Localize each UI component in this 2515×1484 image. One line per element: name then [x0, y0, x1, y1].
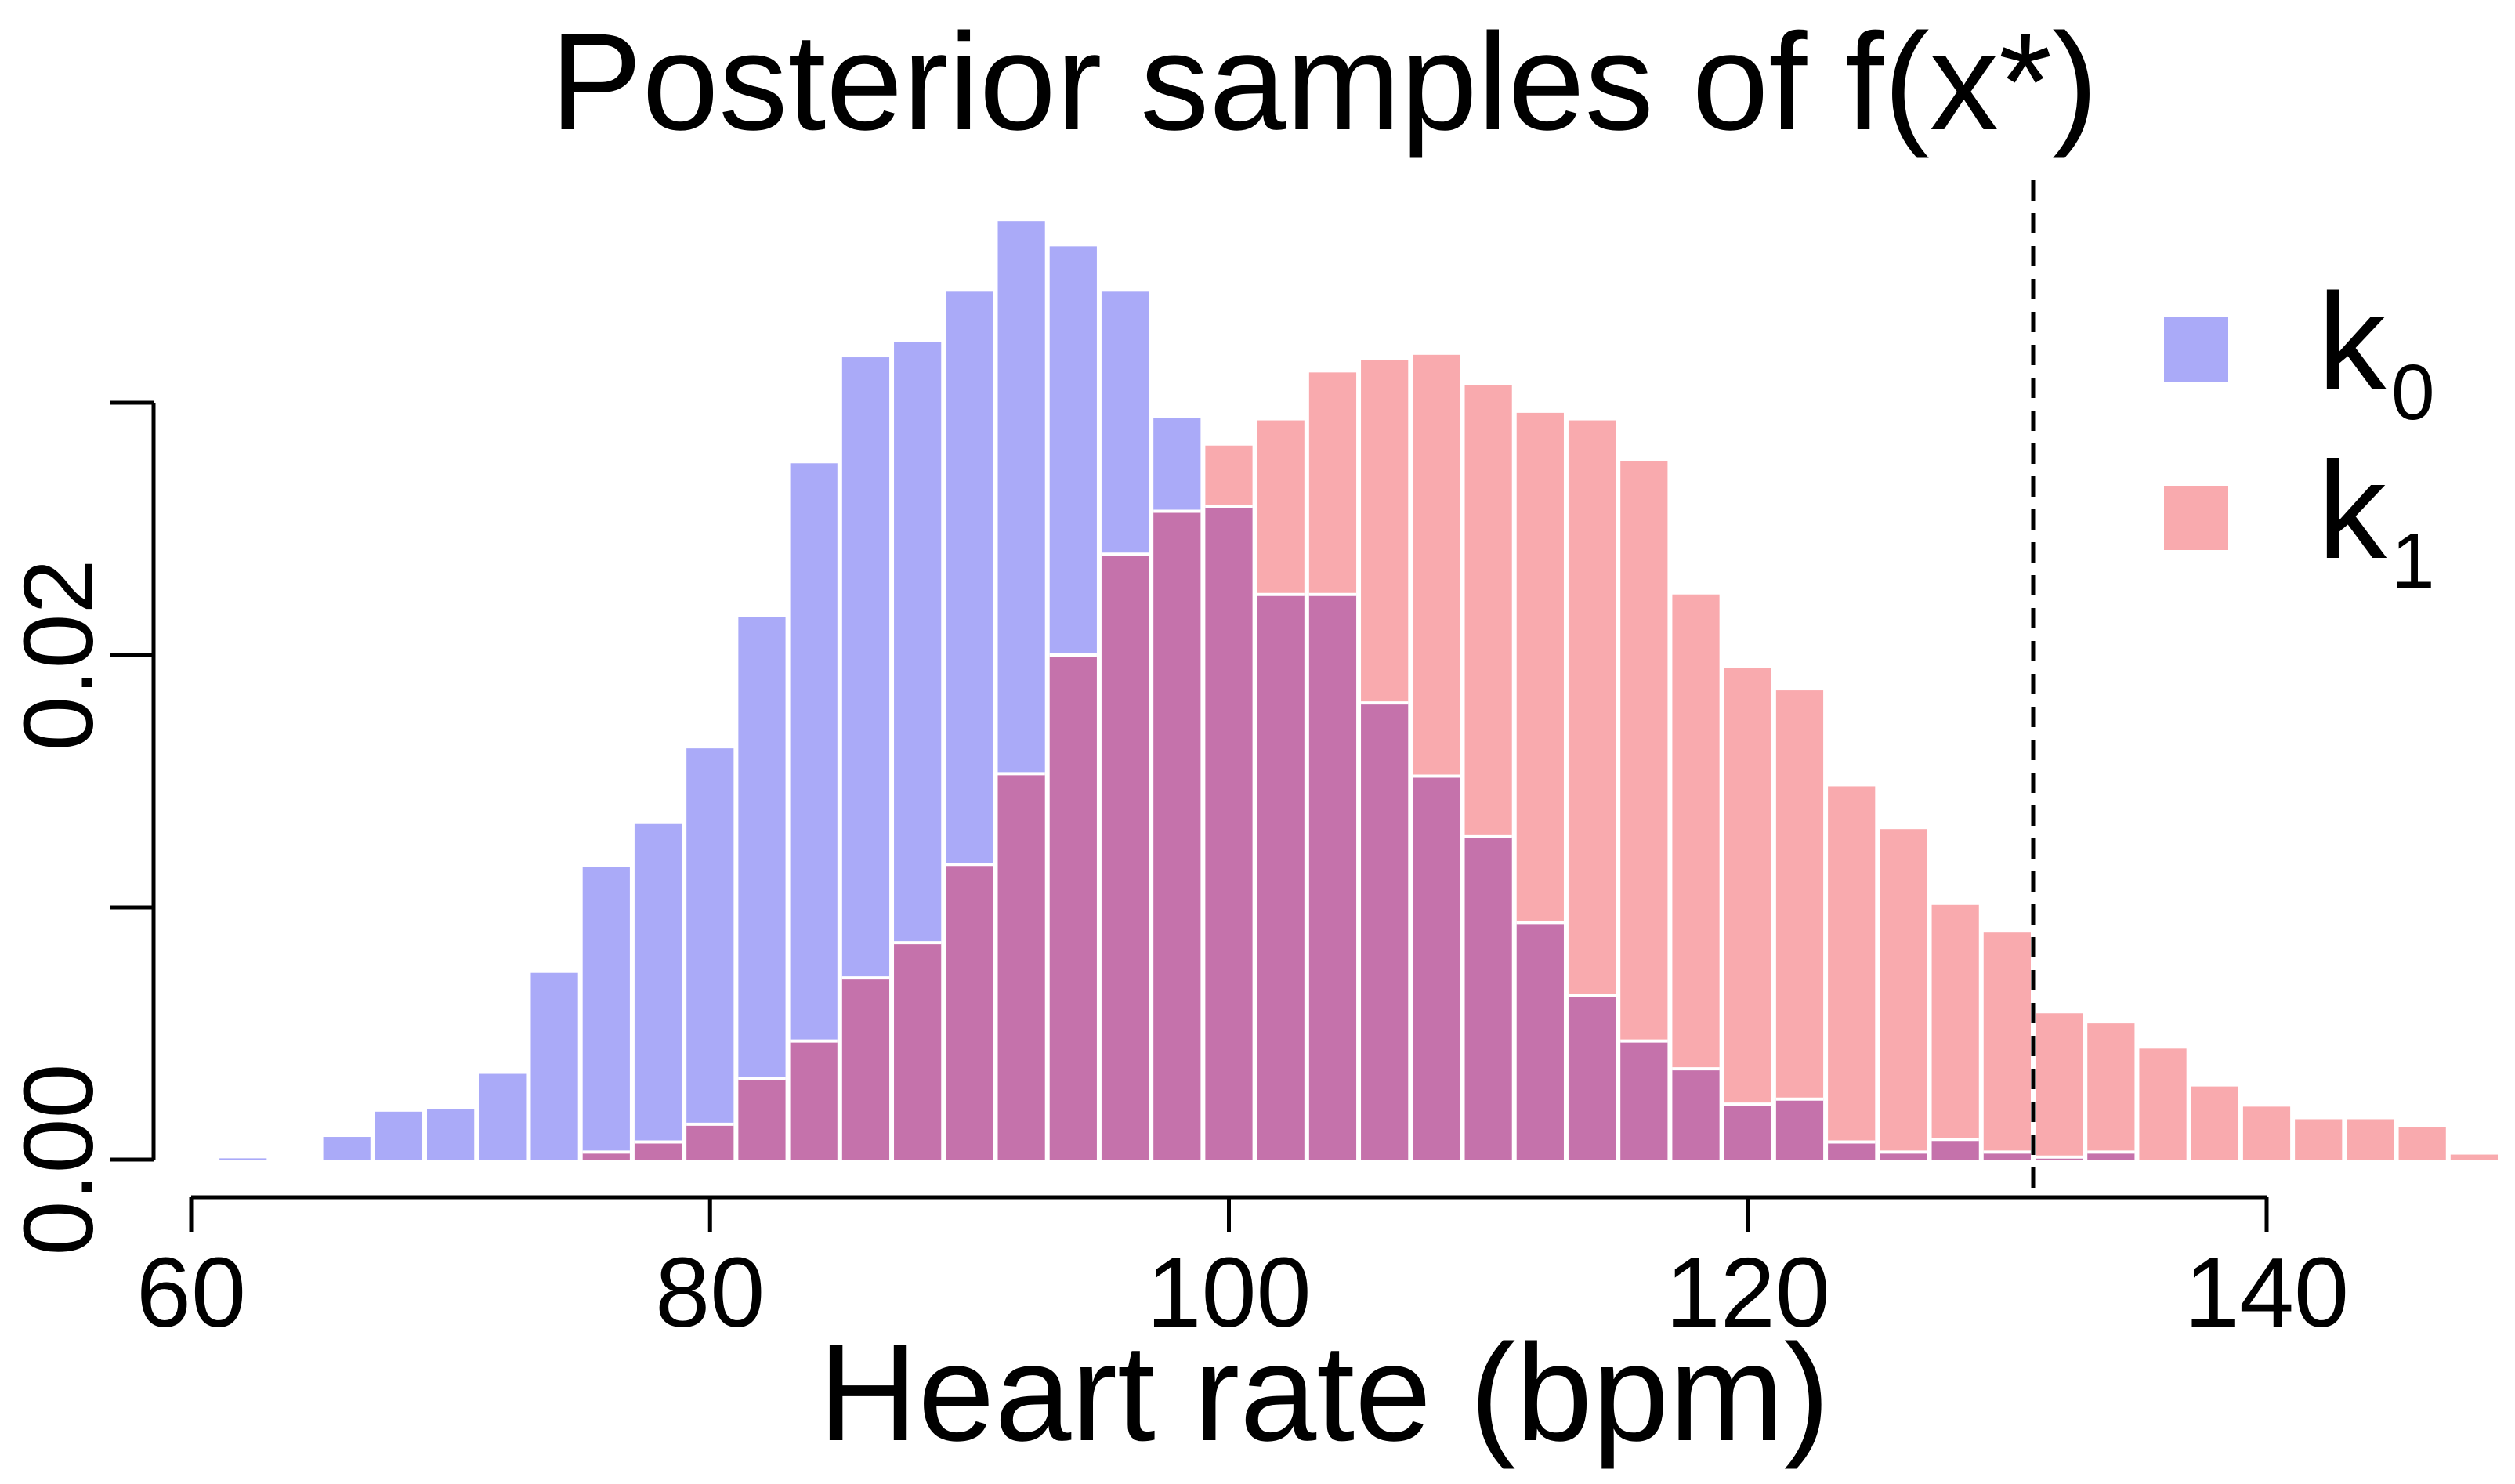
- bar-overlap: [894, 943, 942, 1160]
- bar-k0: [1101, 291, 1149, 555]
- bar-k0: [790, 463, 838, 1041]
- bar-overlap: [1620, 1041, 1668, 1160]
- bar-k0: [1153, 418, 1201, 512]
- bar-k0: [738, 617, 786, 1079]
- legend-item-k1: k1: [2164, 434, 2435, 605]
- bar-k1: [1568, 420, 1616, 996]
- x-tick-label: 100: [1146, 1237, 1311, 1348]
- x-tick-label: 140: [2184, 1237, 2349, 1348]
- bar-k1: [2347, 1119, 2394, 1160]
- bar-k0: [1049, 246, 1097, 655]
- bar-k1: [1724, 668, 1771, 1105]
- bar-k1: [2242, 1106, 2291, 1160]
- bar-overlap: [1361, 703, 1409, 1160]
- bar-overlap: [1101, 554, 1149, 1160]
- bar-k0: [894, 342, 942, 943]
- bar-k1: [1983, 932, 2031, 1153]
- bar-k1: [1672, 594, 1720, 1070]
- y-axis: 0.00 0.02: [3, 400, 156, 1256]
- bar-k0: [427, 1109, 475, 1160]
- y-tick-label: 0.02: [3, 559, 114, 751]
- bar-k1: [2295, 1119, 2343, 1160]
- bar-k1: [1775, 690, 1824, 1099]
- bar-k1: [1620, 461, 1668, 1041]
- bar-k1: [1464, 385, 1512, 837]
- bar-k1: [1931, 904, 1979, 1140]
- bar-overlap: [1724, 1104, 1771, 1160]
- histogram-bars: [219, 221, 2499, 1160]
- bar-k1: [2191, 1086, 2238, 1160]
- bar-overlap: [634, 1142, 682, 1160]
- bar-overlap: [2087, 1152, 2135, 1160]
- bar-overlap: [1828, 1142, 1876, 1160]
- bar-overlap: [1568, 995, 1616, 1160]
- bar-overlap: [1413, 776, 1460, 1160]
- bar-k1: [2450, 1154, 2499, 1160]
- bar-k0: [946, 291, 993, 865]
- bar-k1: [2035, 1013, 2083, 1157]
- bar-overlap: [997, 773, 1045, 1160]
- x-axis-label: Heart rate (bpm): [818, 1316, 1829, 1470]
- bar-k0: [686, 748, 734, 1124]
- bar-overlap: [1205, 506, 1253, 1160]
- legend-item-k0: k0: [2164, 266, 2435, 436]
- bar-k0: [479, 1073, 527, 1160]
- legend-swatch: [2164, 486, 2228, 550]
- bar-k1: [1413, 354, 1460, 776]
- bar-overlap: [946, 864, 993, 1160]
- bar-overlap: [790, 1041, 838, 1160]
- bar-overlap: [841, 978, 890, 1160]
- bar-k1: [1205, 445, 1253, 507]
- bar-k0: [219, 1158, 267, 1160]
- bar-k0: [997, 221, 1045, 774]
- bar-k0: [323, 1137, 371, 1160]
- bar-k1: [2139, 1048, 2187, 1160]
- bar-overlap: [582, 1152, 630, 1160]
- bar-overlap: [1672, 1069, 1720, 1160]
- bar-overlap: [1257, 594, 1305, 1160]
- bar-overlap: [686, 1124, 734, 1160]
- bar-k0: [841, 357, 890, 979]
- bar-k0: [582, 867, 630, 1153]
- bar-overlap: [1049, 655, 1097, 1160]
- x-tick-label: 80: [655, 1237, 765, 1348]
- bar-k1: [1257, 420, 1305, 595]
- bar-k0: [530, 972, 578, 1160]
- bar-k1: [1516, 412, 1564, 923]
- legend-label: k1: [2318, 434, 2435, 605]
- chart-title: Posterior samples of f(x*): [550, 5, 2098, 159]
- bar-overlap: [1516, 922, 1564, 1160]
- x-tick-label: 60: [136, 1237, 246, 1348]
- bar-overlap: [1775, 1099, 1824, 1160]
- bar-overlap: [1931, 1139, 1979, 1160]
- bar-k1: [1828, 786, 1876, 1142]
- bar-overlap: [1464, 836, 1512, 1160]
- bar-k1: [1361, 360, 1409, 704]
- bar-k1: [2398, 1127, 2446, 1160]
- legend-label: k0: [2318, 266, 2435, 436]
- bar-overlap: [1983, 1152, 2031, 1160]
- bar-overlap: [1153, 511, 1201, 1160]
- bar-overlap: [1880, 1152, 1927, 1160]
- bar-k0: [634, 823, 682, 1142]
- bar-overlap: [1308, 594, 1357, 1160]
- x-tick-label: 120: [1666, 1237, 1830, 1348]
- y-tick-label: 0.00: [3, 1063, 114, 1255]
- bar-k1: [2087, 1023, 2135, 1153]
- bar-overlap: [738, 1078, 786, 1160]
- bar-k1: [1308, 372, 1357, 595]
- bar-k1: [1880, 829, 1927, 1153]
- bar-k0: [375, 1111, 423, 1160]
- x-axis: 60 80 100 120 140: [136, 1195, 2349, 1348]
- legend-swatch: [2164, 317, 2228, 382]
